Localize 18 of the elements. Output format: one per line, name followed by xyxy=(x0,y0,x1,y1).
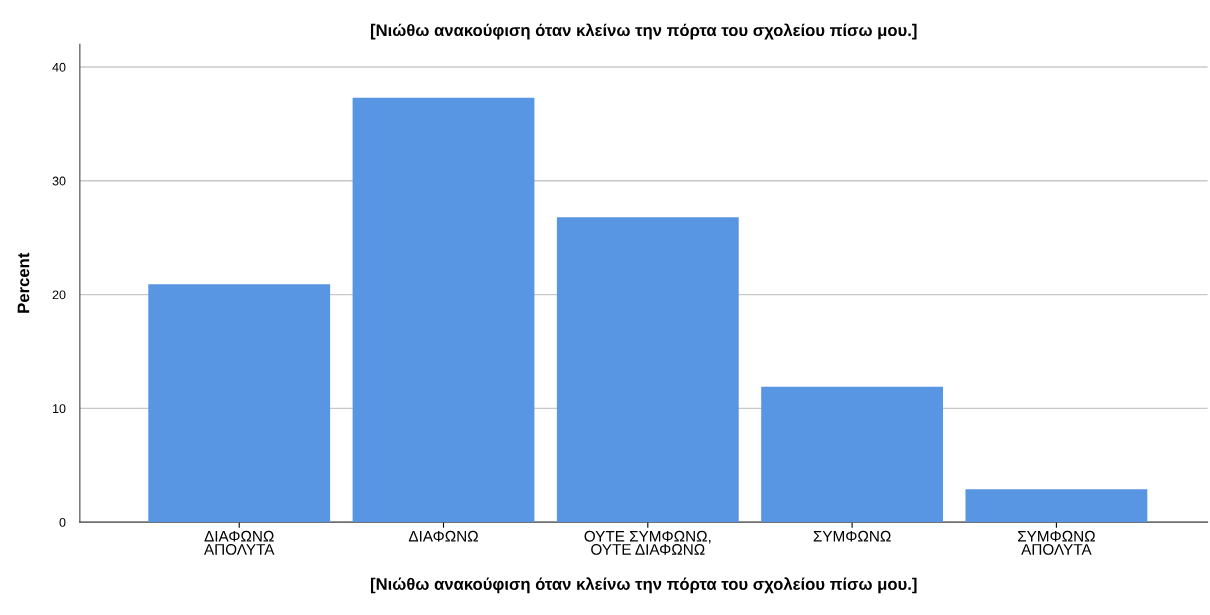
bar xyxy=(761,386,944,523)
x-tick-label: ΣΥΜΦΩΝΩ xyxy=(813,530,891,542)
y-axis-title: Percent xyxy=(17,252,30,313)
x-tick-label: ΔΙΑΦΩΝΩ ΑΠΟΛΥΤΑ xyxy=(203,530,275,555)
x-tick-label: ΣΥΜΦΩΝΩ ΑΠΟΛΥΤΑ xyxy=(1018,530,1095,555)
x-tick-label: ΔΙΑΦΩΝΩ xyxy=(408,530,478,542)
x-tick-label: ΟΥΤΕ ΣΥΜΦΩΝΩ, ΟΥΤΕ ΔΙΑΦΩΝΩ xyxy=(584,530,711,555)
bar xyxy=(148,284,331,523)
chart-title: [Νιώθω ανακούφιση όταν κλείνω την πόρτα του σχολείου πίσω μου.] xyxy=(370,23,917,40)
bar xyxy=(556,217,739,523)
y-tick-label: 40 xyxy=(52,62,66,72)
x-axis-title: [Νιώθω ανακούφιση όταν κλείνω την πόρτα του σχολείου πίσω μου.] xyxy=(370,577,917,594)
y-tick-label: 20 xyxy=(52,290,66,300)
y-tick-label: 30 xyxy=(52,176,66,186)
bar xyxy=(352,97,535,523)
y-tick-label: 0 xyxy=(59,517,66,527)
y-tick-label: 10 xyxy=(53,404,66,414)
bar xyxy=(965,489,1148,523)
